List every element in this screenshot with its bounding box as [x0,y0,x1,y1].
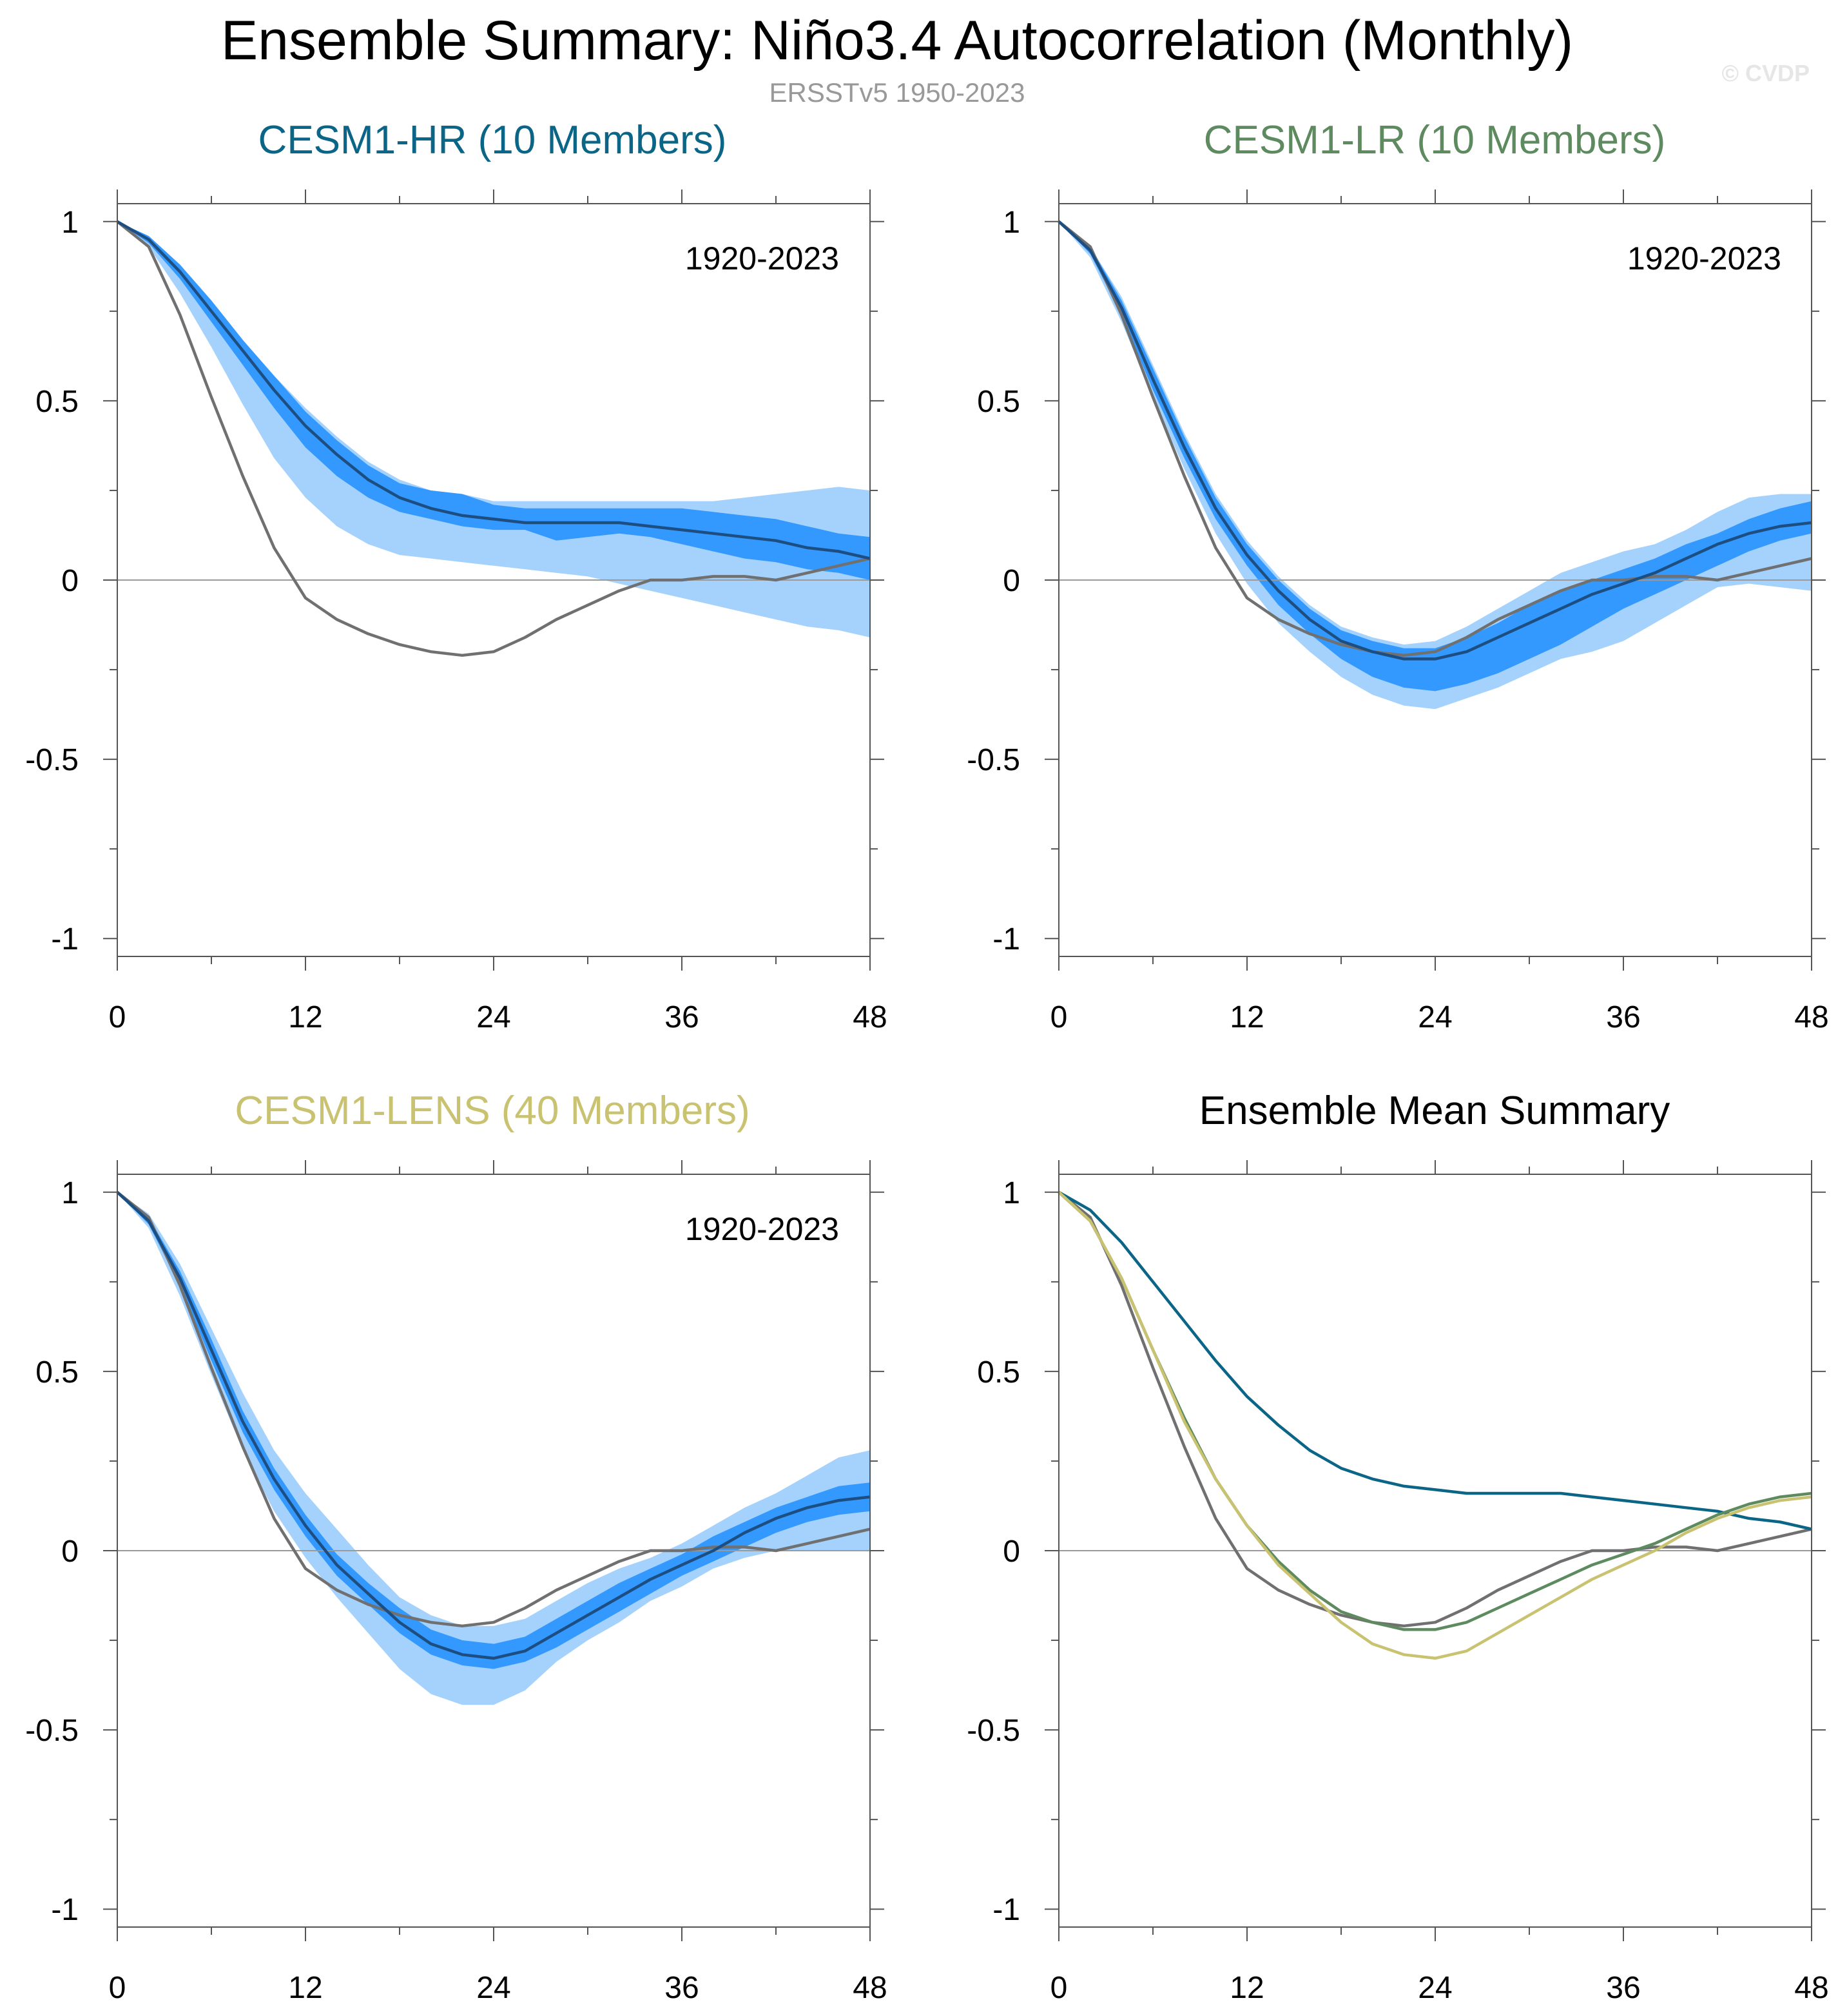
ensemble-mean-line [1058,220,1812,661]
x-tick-label: 12 [288,1000,322,1034]
y-tick-label: 0.5 [35,385,79,419]
observed-line [1058,220,1812,657]
y-tick-label: 1 [1003,1176,1020,1210]
spread-band-inner [117,1192,870,1669]
panel-ensemble-mean-summary: Ensemble Mean Summary 1 0.5 0 -0.5 -1 0 12 24 36… [967,1089,1828,2005]
panel-cesm1-lens: CESM1-LENS (40 Members) 1920-2023 1 0.5 0 -… [25,1089,887,2005]
x-tick-label: 0 [109,1971,126,2005]
plot-area: 1 0.5 0 -0.5 -1 0 12 24 36 48 [25,189,887,1034]
x-tick-label: 24 [476,1000,510,1034]
y-tick-label: -1 [992,1893,1020,1927]
spread-band-outer [117,221,870,637]
x-tick-label: 48 [853,1000,887,1034]
y-tick-label: 1 [1003,206,1020,240]
y-tick-label: 0.5 [977,385,1020,419]
spread-band-outer [1059,221,1812,710]
x-tick-label: 48 [1794,1000,1828,1034]
x-tick-label: 0 [1050,1971,1068,2005]
y-tick-label: -0.5 [25,1714,79,1748]
x-tick-label: 24 [1418,1971,1452,2005]
x-tick-label: 36 [664,1000,699,1034]
y-tick-label: -0.5 [25,743,79,777]
x-tick-label: 36 [664,1971,699,2005]
x-tick-label: 0 [1050,1000,1068,1034]
figure-subtitle: ERSSTv5 1950-2023 [769,77,1025,108]
x-tick-label: 36 [1606,1000,1640,1034]
series-line-cesm1-lr [1058,1191,1812,1631]
observed-line [116,220,871,657]
panel-title: CESM1-HR (10 Members) [258,118,727,162]
y-tick-label: 0.5 [35,1355,79,1390]
y-tick-label: 0 [1003,564,1020,598]
watermark: © CVDP [1721,60,1810,86]
y-tick-label: 1 [61,1176,79,1210]
y-tick-label: -1 [992,922,1020,956]
period-label: 1920-2023 [685,1211,839,1247]
period-label: 1920-2023 [1627,240,1781,276]
y-tick-label: 0 [61,1535,79,1569]
series-line-cesm1-hr [1058,1190,1812,1531]
x-tick-label: 36 [1606,1971,1640,2005]
series-line-cesm1-lens [1058,1191,1812,1660]
plot-area: 1 0.5 0 -0.5 -1 0 12 24 36 48 [25,1160,887,2005]
x-tick-label: 12 [288,1971,322,2005]
panel-title: Ensemble Mean Summary [1199,1089,1670,1133]
y-tick-label: 0 [1003,1535,1020,1569]
x-tick-label: 12 [1230,1000,1264,1034]
x-tick-label: 24 [476,1971,510,2005]
panel-cesm1-hr: CESM1-HR (10 Members) 1920-2023 1 0.5 0 -0.… [25,118,887,1034]
y-tick-label: 0.5 [977,1355,1020,1390]
y-tick-label: -0.5 [967,1714,1020,1748]
period-label: 1920-2023 [685,240,839,276]
y-tick-label: -1 [51,1893,79,1927]
x-tick-label: 24 [1418,1000,1452,1034]
plot-area: 1 0.5 0 -0.5 -1 0 12 24 36 48 [967,1160,1829,2005]
plot-area: 1 0.5 0 -0.5 -1 0 12 24 36 48 [967,189,1829,1034]
spread-band-inner [1059,221,1812,692]
figure-title: Ensemble Summary: Niño3.4 Autocorrelatio… [221,10,1573,72]
y-tick-label: 1 [61,206,79,240]
x-tick-label: 12 [1230,1971,1264,2005]
observed-line [1058,1191,1812,1628]
panel-cesm1-lr: CESM1-LR (10 Members) 1920-2023 1 0.5 0 -0.… [967,118,1828,1034]
x-tick-label: 48 [853,1971,887,2005]
panel-title: CESM1-LR (10 Members) [1204,118,1666,162]
panel-title: CESM1-LENS (40 Members) [235,1089,750,1133]
ensemble-mean-line [116,220,871,560]
y-tick-label: 0 [61,564,79,598]
y-tick-label: -1 [51,922,79,956]
x-tick-label: 0 [109,1000,126,1034]
spread-band-outer [117,1192,870,1705]
observed-line [116,1191,871,1628]
y-tick-label: -0.5 [967,743,1020,777]
ensemble-mean-line [116,1191,871,1660]
x-tick-label: 48 [1794,1971,1828,2005]
